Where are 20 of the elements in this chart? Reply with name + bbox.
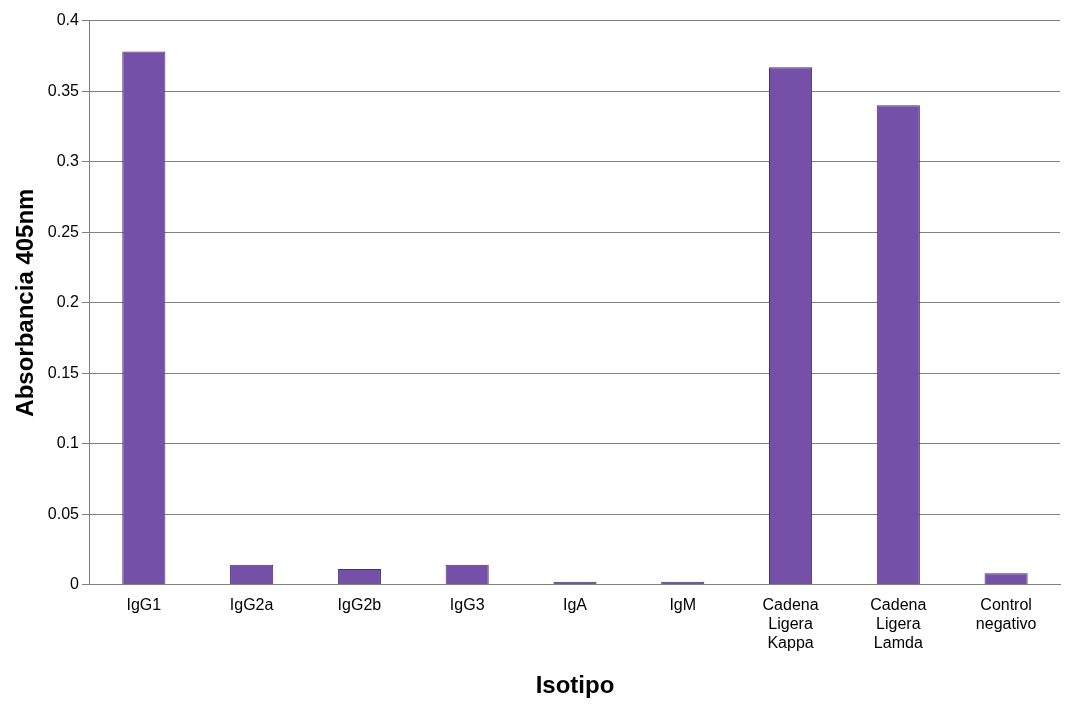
x-tick-label: IgG1: [126, 595, 162, 613]
x-tick-label: Cadena Ligera Lamda: [870, 595, 927, 652]
y-tick-label: 0.2: [56, 293, 80, 311]
y-tick-label: 0.15: [47, 363, 80, 381]
x-tick-label: Cadena Ligera Kappa: [762, 595, 819, 652]
x-axis-title: Isotipo: [535, 671, 615, 699]
y-tick-label: 0.35: [47, 81, 80, 99]
y-tick-label: 0.1: [56, 434, 80, 452]
x-tick-label: Control negativo: [975, 595, 1037, 632]
x-tick-label: IgM: [669, 595, 697, 613]
y-axis-title: Absorbancia 405nm: [11, 188, 39, 417]
y-tick-label: 0.4: [56, 11, 80, 29]
y-tick-label: 0.3: [56, 152, 80, 170]
x-tick-label: IgG3: [449, 595, 485, 613]
x-tick-label: IgG2a: [229, 595, 274, 613]
x-tick-label: IgG2b: [337, 595, 382, 613]
y-tick-label: 0: [70, 575, 80, 593]
y-tick-label: 0.25: [47, 222, 80, 240]
x-tick-label: IgA: [562, 595, 588, 613]
y-tick-label: 0.05: [47, 504, 80, 522]
